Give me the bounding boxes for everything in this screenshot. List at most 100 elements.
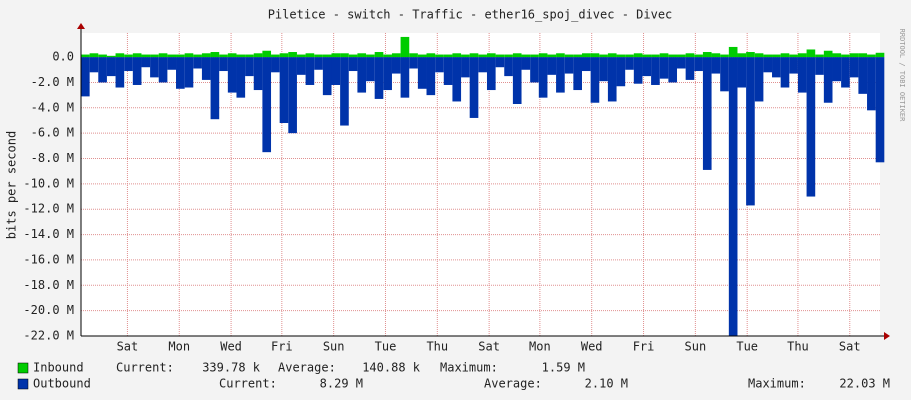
bar	[841, 54, 850, 58]
bar	[728, 57, 738, 337]
bar	[815, 57, 824, 75]
bar	[607, 57, 617, 102]
bar	[253, 57, 263, 91]
bar	[193, 57, 202, 69]
bar	[366, 54, 375, 58]
bar	[815, 54, 824, 58]
side-text: RRDTOOL / TOBI OETIKER	[898, 29, 906, 123]
legend-stat-label: Average:	[484, 377, 542, 391]
y-tick-label: -20.0 M	[23, 303, 74, 317]
x-tick-label: Tue	[736, 340, 758, 354]
x-tick-label: Sat	[478, 340, 500, 354]
bar	[625, 57, 634, 70]
bar	[590, 57, 600, 103]
bar	[512, 53, 522, 58]
bar	[322, 54, 332, 58]
bar	[581, 53, 591, 58]
bar	[219, 57, 228, 72]
bar	[867, 57, 876, 111]
bar	[245, 54, 254, 58]
bar	[867, 54, 876, 58]
bar	[391, 53, 401, 58]
bar	[469, 57, 479, 118]
x-tick-label: Fri	[633, 340, 655, 354]
bar	[590, 53, 600, 58]
bar	[633, 53, 643, 58]
bar	[616, 54, 626, 58]
y-arrow	[77, 23, 85, 29]
bar	[668, 54, 678, 58]
bar	[409, 57, 418, 69]
bar	[340, 53, 349, 58]
bar	[426, 57, 436, 96]
y-tick-label: -18.0 M	[23, 278, 74, 292]
bar	[271, 57, 280, 73]
x-arrow	[884, 332, 890, 340]
bar	[98, 57, 107, 83]
x-tick-label: Sun	[323, 340, 345, 354]
bar	[357, 53, 367, 58]
bar	[685, 57, 695, 80]
bar	[616, 57, 626, 87]
bar	[141, 54, 151, 58]
x-tick-label: Sat	[117, 340, 139, 354]
bar	[642, 57, 652, 77]
bar	[201, 53, 211, 58]
bar	[210, 52, 220, 58]
x-tick-label: Fri	[271, 340, 293, 354]
x-tick-label: Thu	[426, 340, 448, 354]
bar	[391, 57, 401, 74]
bar	[435, 57, 444, 73]
bar	[521, 54, 531, 58]
bar	[849, 57, 859, 78]
bar	[210, 57, 220, 120]
bar	[599, 57, 608, 82]
bar	[331, 57, 341, 85]
bar	[193, 54, 202, 58]
bar	[374, 57, 384, 99]
bar	[702, 57, 712, 170]
bar	[348, 57, 358, 72]
bar	[512, 57, 522, 104]
bar	[538, 57, 548, 98]
bar	[642, 54, 652, 58]
bar	[296, 54, 306, 58]
y-axis-label: bits per second	[5, 131, 19, 239]
x-tick-label: Wed	[220, 340, 242, 354]
bar	[832, 57, 842, 82]
bar	[651, 57, 660, 85]
legend-stat-label: Maximum:	[748, 377, 806, 391]
legend-stat-value: 8.29 M	[320, 377, 363, 391]
bar	[806, 57, 816, 197]
bar	[167, 54, 177, 58]
bar	[253, 53, 263, 58]
bar	[694, 54, 703, 58]
y-tick-label: -2.0 M	[31, 75, 74, 89]
bar	[633, 57, 643, 84]
bar	[340, 57, 349, 126]
bar	[702, 52, 712, 58]
bar	[823, 50, 833, 58]
bar	[763, 54, 773, 58]
bar	[461, 54, 470, 58]
bar	[322, 57, 332, 96]
legend-stat-value: 22.03 M	[839, 377, 890, 391]
bar	[875, 57, 885, 163]
bar	[141, 57, 151, 68]
bar	[314, 57, 323, 70]
bar	[417, 57, 427, 89]
y-tick-label: -16.0 M	[23, 252, 74, 266]
bar	[167, 57, 177, 70]
bar	[443, 57, 453, 85]
bar	[89, 57, 99, 73]
bar	[504, 54, 513, 58]
y-tick-label: 0.0	[52, 50, 74, 64]
bar	[452, 53, 462, 58]
bar	[383, 57, 392, 91]
x-tick-label: Mon	[529, 340, 551, 354]
bars	[81, 36, 885, 337]
bar	[279, 57, 289, 124]
bar	[262, 57, 272, 153]
y-tick-label: -22.0 M	[23, 329, 74, 343]
